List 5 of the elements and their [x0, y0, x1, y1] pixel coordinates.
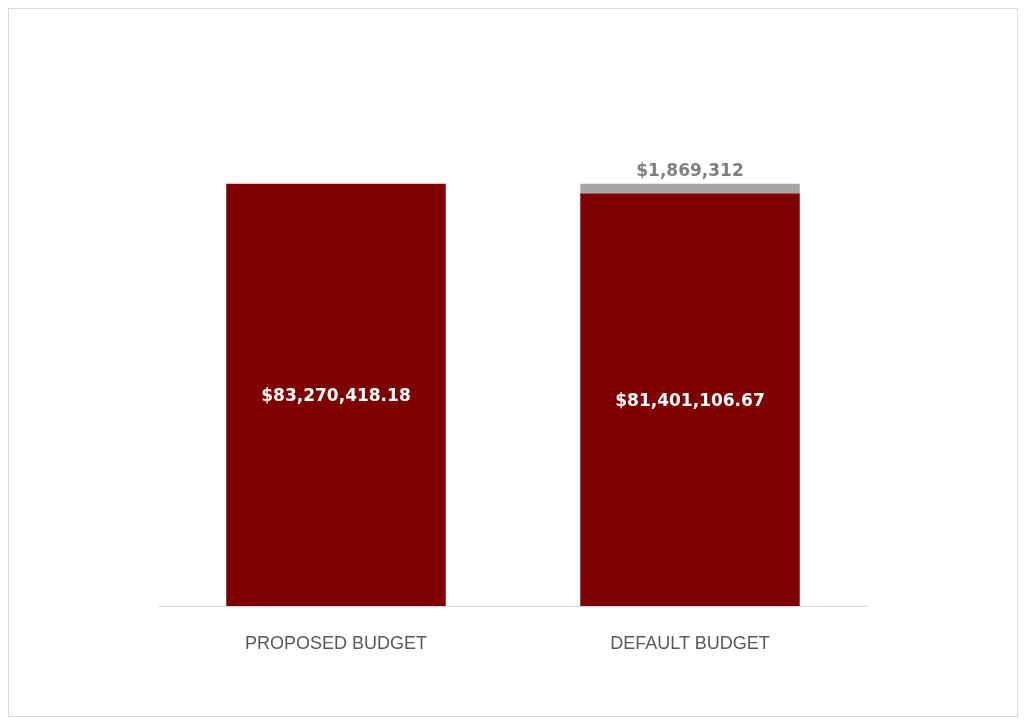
- data-label: $81,401,106.67: [615, 389, 765, 410]
- data-label: $1,869,312: [636, 160, 744, 181]
- data-label: $83,270,418.18: [261, 384, 411, 405]
- x-tick-label: PROPOSED BUDGET: [244, 633, 428, 653]
- x-tick-label: DEFAULT BUDGET: [610, 633, 770, 653]
